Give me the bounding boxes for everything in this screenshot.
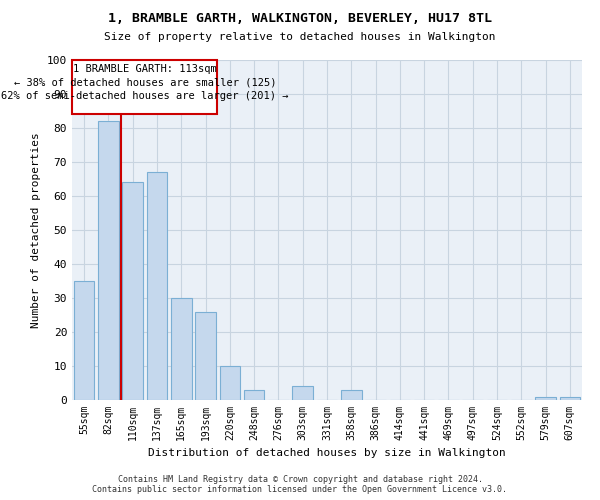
Text: 62% of semi-detached houses are larger (201) →: 62% of semi-detached houses are larger (… <box>1 90 289 101</box>
Bar <box>560 396 580 400</box>
FancyBboxPatch shape <box>73 60 217 114</box>
Bar <box>98 121 119 400</box>
Bar <box>122 182 143 400</box>
Bar <box>535 396 556 400</box>
Text: 1 BRAMBLE GARTH: 113sqm: 1 BRAMBLE GARTH: 113sqm <box>73 64 217 74</box>
X-axis label: Distribution of detached houses by size in Walkington: Distribution of detached houses by size … <box>148 448 506 458</box>
Bar <box>220 366 240 400</box>
Text: Size of property relative to detached houses in Walkington: Size of property relative to detached ho… <box>104 32 496 42</box>
Text: 1, BRAMBLE GARTH, WALKINGTON, BEVERLEY, HU17 8TL: 1, BRAMBLE GARTH, WALKINGTON, BEVERLEY, … <box>108 12 492 26</box>
Bar <box>146 172 167 400</box>
Y-axis label: Number of detached properties: Number of detached properties <box>31 132 41 328</box>
Bar <box>195 312 216 400</box>
Bar <box>244 390 265 400</box>
Text: Contains HM Land Registry data © Crown copyright and database right 2024.: Contains HM Land Registry data © Crown c… <box>118 475 482 484</box>
Text: ← 38% of detached houses are smaller (125): ← 38% of detached houses are smaller (12… <box>14 77 276 87</box>
Bar <box>171 298 191 400</box>
Bar <box>292 386 313 400</box>
Bar <box>74 281 94 400</box>
Text: Contains public sector information licensed under the Open Government Licence v3: Contains public sector information licen… <box>92 485 508 494</box>
Bar <box>341 390 362 400</box>
